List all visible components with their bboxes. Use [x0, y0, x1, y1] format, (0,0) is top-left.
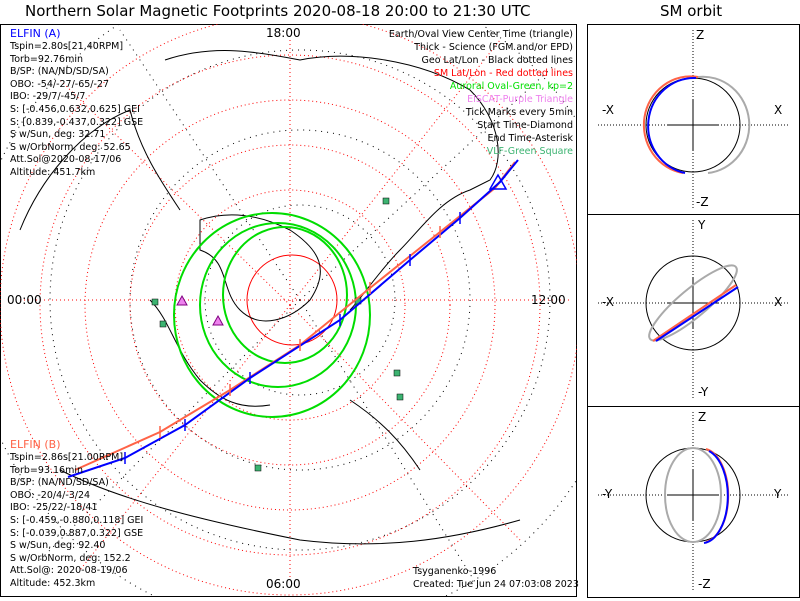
orbit-panel-yz: Z -Z -Y Y: [587, 406, 800, 598]
plot-title: Northern Solar Magnetic Footprints 2020-…: [25, 2, 531, 20]
info-line: Tspin=2.80s[21.40RPM]: [10, 41, 124, 52]
sm-pole-circle: [246, 254, 338, 346]
coastlines: [19, 50, 521, 545]
view-center-triangle: [488, 173, 508, 190]
axis-label-left: -X: [602, 103, 614, 117]
info-line: S w/OrbNorm, deg: 52.65: [10, 141, 131, 153]
time-label-18: 18:00: [266, 26, 301, 40]
axis-label-right: X: [774, 295, 783, 309]
legend-item: SM Lat/Lon - Red dotted lines: [433, 68, 573, 79]
elfin-b-track: [74, 161, 516, 471]
created-timestamp: Created: Tue Jun 24 07:03:08 2023: [413, 579, 579, 590]
eiscat-triangles: [176, 294, 224, 326]
info-line: OBO: -20/4/-3/24: [10, 489, 91, 501]
axis-label-right: Y: [774, 487, 782, 501]
legend-item: EISCAT-Purple Triangle: [467, 94, 573, 105]
orbit-xz-svg: [598, 30, 788, 210]
legend-item: Auroral Oval-Green, kp=2: [449, 81, 573, 92]
axis-label-top: Z: [698, 410, 707, 424]
info-line: Tspin=2.86s[21.00RPM]: [10, 452, 124, 463]
axis-label-top: Y: [698, 218, 706, 232]
elfin-a-name: ELFIN (A): [10, 27, 61, 40]
legend-item: Tick Marks every 5min: [465, 107, 573, 118]
info-line: Altitude: 452.3km: [10, 577, 96, 589]
axis-label-left: -Y: [602, 487, 613, 501]
elfin-a-track: [67, 159, 519, 478]
credit: Tsyganenko-1996: [413, 566, 497, 577]
legend-item: VLF-Green Square: [486, 146, 573, 157]
time-label-06: 06:00: [266, 577, 301, 591]
sm-orbit-title: SM orbit: [660, 2, 723, 20]
vlf-stations: [151, 197, 404, 472]
axis-label-top: Z: [696, 28, 705, 42]
axis-label-bottom: -Z: [696, 195, 709, 209]
info-line: S: [-0.459,-0.880,0.118] GEI: [10, 514, 144, 526]
info-line: B/SP: (NA/ND/SD/SA): [10, 477, 109, 489]
axis-label-bottom: -Z: [698, 577, 711, 591]
legend-item: Earth/Oval View Center Time (triangle): [388, 29, 573, 40]
info-line: S w/OrbNorm, deg: 152.2: [10, 552, 131, 564]
legend-item: Geo Lat/Lon - Black dotted lines: [421, 55, 573, 66]
legend-item: Start Time-Diamond: [477, 120, 573, 131]
info-line: S: [-0.456,0.632,0.625] GEI: [10, 103, 140, 115]
legend-item: End Time-Asterisk: [487, 133, 573, 144]
time-label-00: 00:00: [7, 293, 42, 307]
info-line: Att.Sol@: 2020-08-19/06: [10, 565, 128, 577]
footer: Tsyganenko-1996 Created: Tue Jun 24 07:0…: [413, 565, 579, 591]
orbit-yz-svg: [598, 412, 788, 592]
info-line: IBO: -29/7/-45/7: [10, 91, 86, 103]
info-line: Altitude: 451.7km: [10, 166, 96, 178]
info-line: S w/Sun, deg: 92.40: [10, 540, 106, 552]
legend: Earth/Oval View Center Time (triangle) Th…: [389, 28, 573, 158]
info-line: Torb=93.16min: [10, 464, 84, 476]
axis-label-left: -X: [602, 295, 614, 309]
axis-label-bottom: -Y: [698, 385, 709, 399]
info-line: OBO: -54/-27/-65/-27: [10, 78, 110, 90]
info-line: S: [-0.039,0.887,0.322] GSE: [10, 527, 144, 539]
info-line: B/SP: (NA/ND/SD/SA): [10, 66, 109, 78]
info-line: IBO: -25/22/-18/41: [10, 502, 98, 514]
info-line: S: [0.839,-0.437,0.322] GSE: [10, 116, 144, 128]
geo-grid: [0, 24, 577, 597]
info-line: S w/Sun, deg: 32.71: [10, 129, 106, 141]
elfin-a-info: ELFIN (A) Tspin=2.80s[21.40RPM] Torb=92.…: [10, 27, 143, 180]
orbit-panel-xz: Z -Z -X X: [587, 24, 800, 215]
axis-label-right: X: [774, 103, 783, 117]
orbit-xy-svg: [598, 220, 788, 400]
tick-marks: [124, 212, 461, 464]
legend-item: Thick - Science (FGM and/or EPD): [414, 42, 573, 53]
info-line: Att.Sol@2020-08-17/06: [10, 154, 122, 166]
elfin-b-info: ELFIN (B) Tspin=2.86s[21.00RPM] Torb=93.…: [10, 438, 143, 591]
map-svg: [0, 24, 577, 597]
footprint-map: 18:00 00:00 12:00 06:00 ELFIN (A) Tspin=…: [0, 24, 579, 597]
elfin-b-name: ELFIN (B): [10, 438, 61, 451]
info-line: Torb=92.76min: [10, 53, 84, 65]
time-label-12: 12:00: [531, 293, 566, 307]
orbit-panel-xy: Y -Y -X X: [587, 214, 800, 407]
